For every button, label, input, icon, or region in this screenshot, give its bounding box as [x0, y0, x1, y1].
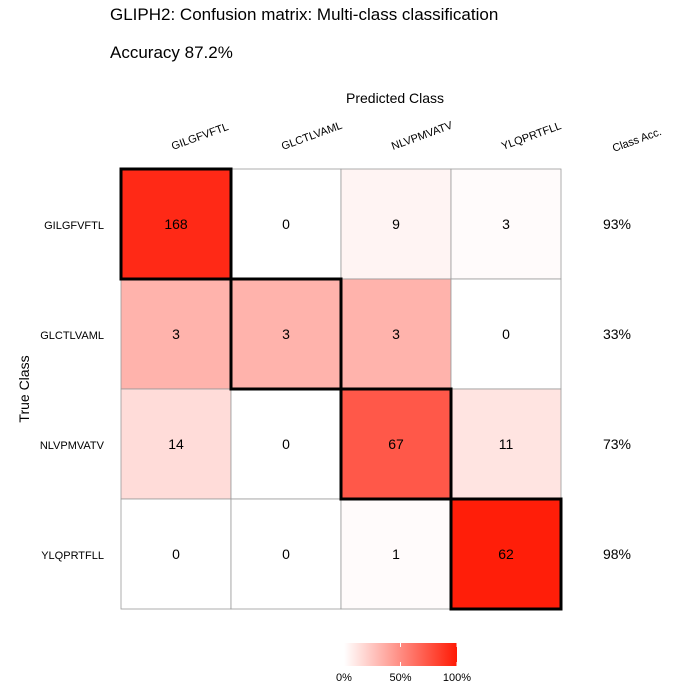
- heatmap-cell: [120, 498, 232, 610]
- legend-color-bar: [344, 643, 457, 666]
- heatmap-cell: [450, 278, 562, 390]
- class-acc-value: 33%: [603, 326, 631, 342]
- legend-tick-label: 0%: [336, 672, 352, 684]
- y-tick-label: GLCTLVAML: [40, 330, 104, 342]
- cell-value-label: 3: [502, 216, 510, 232]
- y-tick-label: YLQPRTFLL: [41, 550, 104, 562]
- heatmap-cell: [450, 168, 562, 280]
- cell-value-label: 11: [499, 436, 514, 452]
- x-tick-label: GLCTLVAML: [280, 120, 344, 153]
- diagonal-cell-border: [119, 167, 233, 281]
- chart-title: GLIPH2: Confusion matrix: Multi-class cl…: [110, 5, 499, 24]
- legend-tick-label: 50%: [389, 672, 411, 684]
- heatmap-cell: [230, 168, 342, 280]
- class-acc-value: 93%: [603, 216, 631, 232]
- diagonal-cell-border: [449, 497, 563, 611]
- cell-value-label: 9: [392, 216, 400, 232]
- heatmap-cell: [340, 168, 452, 280]
- class-acc-header: Class Acc.: [611, 126, 663, 155]
- class-acc-value: 73%: [603, 436, 631, 452]
- y-tick-label: GILGFVFTL: [44, 220, 104, 232]
- heatmap-cell: [120, 168, 232, 280]
- cell-value-label: 168: [164, 216, 188, 232]
- heatmap-cell: [120, 278, 232, 390]
- heatmap-cell: [230, 278, 342, 390]
- diagonal-cell-border: [229, 277, 343, 391]
- cell-value-label: 0: [502, 326, 510, 342]
- cell-value-label: 3: [282, 326, 290, 342]
- heatmap-cell: [450, 388, 562, 500]
- x-tick-label: YLQPRTFLL: [500, 120, 563, 153]
- cell-value-label: 67: [388, 436, 404, 452]
- x-axis-label: Predicted Class: [346, 90, 445, 106]
- heatmap-cell: [340, 498, 452, 610]
- cell-value-label: 0: [282, 546, 290, 562]
- cell-value-label: 3: [172, 326, 180, 342]
- diagonal-cell-border: [339, 387, 453, 501]
- x-tick-label: GILGFVFTL: [170, 121, 230, 153]
- cell-value-label: 0: [172, 546, 180, 562]
- chart-subtitle: Accuracy 87.2%: [110, 43, 233, 62]
- heatmap-cell: [230, 388, 342, 500]
- cell-value-label: 14: [168, 436, 184, 452]
- y-axis-label: True Class: [16, 355, 32, 423]
- cell-value-label: 0: [282, 436, 290, 452]
- cell-value-label: 1: [392, 546, 400, 562]
- legend-tick-label: 100%: [443, 672, 471, 684]
- cell-value-label: 62: [498, 546, 514, 562]
- heatmap-cell: [230, 498, 342, 610]
- y-tick-label: NLVPMVATV: [40, 440, 105, 452]
- class-acc-value: 98%: [603, 546, 631, 562]
- x-tick-label: NLVPMVATV: [390, 119, 455, 152]
- cell-value-label: 0: [282, 216, 290, 232]
- cell-value-label: 3: [392, 326, 400, 342]
